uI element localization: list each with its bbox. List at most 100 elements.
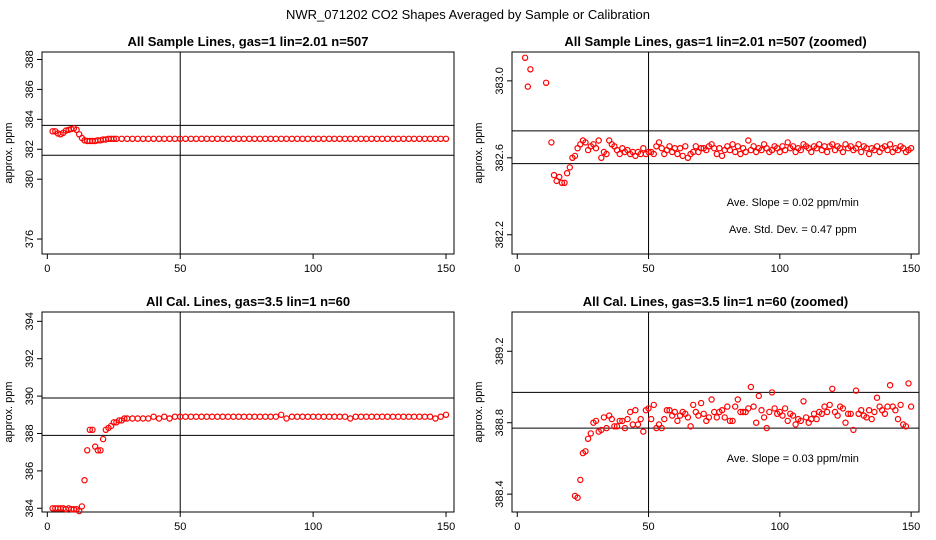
data-point (315, 135, 322, 142)
data-point (395, 413, 402, 420)
data-point (145, 135, 152, 142)
data-point (299, 135, 306, 142)
data-point (858, 148, 865, 156)
data-point (687, 423, 694, 430)
data-point (648, 415, 655, 423)
data-point (288, 413, 296, 420)
plot-frame (41, 311, 455, 513)
data-point (550, 171, 558, 179)
y-tick-label: 389.2 (494, 338, 506, 366)
data-point (584, 435, 592, 442)
y-tick-label: 390 (24, 387, 36, 405)
y-tick-label: 376 (24, 230, 36, 248)
data-point (347, 415, 354, 422)
data-point (262, 135, 269, 142)
x-tick-label: 50 (174, 263, 186, 275)
data-point (198, 413, 205, 420)
data-point (272, 135, 280, 142)
x-tick-label: 150 (902, 521, 920, 533)
data-point (203, 413, 210, 420)
x-tick-label: 150 (437, 263, 455, 275)
data-point (214, 135, 221, 142)
data-point (426, 413, 434, 420)
data-point (73, 126, 80, 134)
plot-frame (511, 51, 920, 255)
data-point (600, 414, 608, 421)
data-point (320, 413, 327, 420)
data-point (368, 413, 375, 420)
data-point (426, 135, 434, 142)
data-point (574, 494, 581, 501)
data-point (905, 380, 912, 387)
data-point (865, 150, 873, 158)
data-point (192, 135, 200, 142)
data-point (808, 148, 815, 156)
data-point (697, 144, 705, 152)
x-tick-label: 50 (642, 521, 654, 533)
data-point (732, 148, 739, 156)
x-tick-label: 0 (514, 263, 520, 275)
data-point (283, 135, 290, 142)
data-point (110, 419, 118, 426)
data-points (49, 411, 450, 515)
data-point (713, 150, 721, 158)
data-point (341, 135, 349, 142)
data-point (750, 143, 757, 150)
data-point (198, 135, 205, 142)
data-point (823, 408, 831, 416)
data-point (283, 415, 290, 422)
data-point (829, 141, 836, 148)
data-point (278, 135, 285, 142)
data-point (813, 415, 820, 423)
data-point (118, 135, 125, 142)
data-point (155, 135, 163, 142)
data-point (373, 413, 381, 420)
data-point (661, 415, 668, 423)
data-point (325, 135, 333, 142)
data-point (256, 413, 264, 420)
data-point (395, 135, 402, 142)
data-point (592, 417, 600, 425)
data-point (711, 144, 718, 152)
data-point (400, 135, 407, 142)
data-point (166, 135, 173, 142)
data-point (336, 413, 343, 420)
data-point (384, 135, 391, 142)
data-point (629, 421, 637, 428)
data-point (907, 144, 915, 152)
data-point (563, 169, 571, 177)
data-point (89, 426, 96, 433)
data-point (750, 403, 757, 410)
data-point (224, 413, 232, 420)
data-point (873, 394, 881, 401)
plot-frame (511, 311, 920, 513)
data-point (821, 403, 828, 410)
data-point (256, 135, 264, 142)
data-point (800, 398, 807, 405)
y-tick-label: 388.8 (494, 409, 506, 437)
data-point (624, 415, 631, 423)
data-point (571, 152, 579, 160)
data-point (315, 413, 322, 420)
data-point (121, 415, 128, 422)
data-point (690, 401, 697, 409)
data-point (155, 415, 163, 422)
data-point (577, 476, 584, 484)
data-point (729, 141, 736, 148)
data-point (679, 152, 686, 160)
data-point (352, 413, 359, 420)
data-point (75, 507, 83, 515)
y-tick-label: 392 (24, 350, 36, 368)
data-point (907, 403, 915, 410)
data-point (834, 412, 841, 419)
data-point (587, 430, 595, 437)
data-point (595, 137, 602, 144)
data-point (611, 423, 618, 430)
data-point (363, 413, 370, 420)
data-point (726, 146, 734, 154)
data-point (766, 408, 773, 416)
x-tick-label: 100 (771, 521, 789, 533)
data-point (437, 413, 444, 420)
y-tick-label: 383.0 (494, 67, 506, 95)
x-tick-label: 100 (304, 521, 322, 533)
